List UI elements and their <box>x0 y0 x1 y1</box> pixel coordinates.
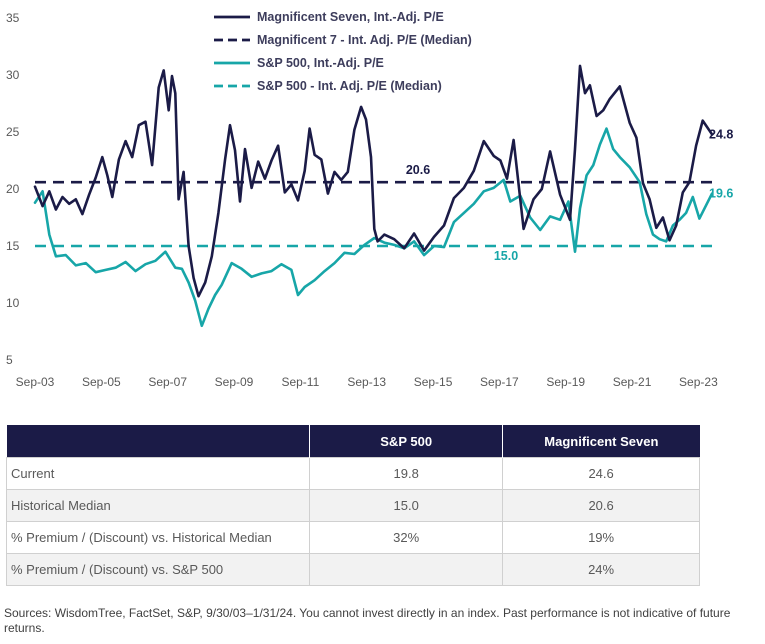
x-tick-label: Sep-07 <box>148 375 187 389</box>
x-tick-label: Sep-11 <box>281 375 319 389</box>
x-tick-label: Sep-03 <box>16 375 55 389</box>
sp500-value: 19.8 <box>309 457 504 490</box>
x-tick-label: Sep-23 <box>679 375 718 389</box>
legend-label: Magnificent 7 - Int. Adj. P/E (Median) <box>257 33 472 47</box>
legend-label: S&P 500 - Int. Adj. P/E (Median) <box>257 79 442 93</box>
table-row: % Premium / (Discount) vs. S&P 500 24% <box>5 553 700 586</box>
mag7-value: 24.6 <box>502 457 700 490</box>
table-header-mag7: Magnificent Seven <box>502 425 700 458</box>
series-lines <box>33 64 714 328</box>
median-label-sp500: 15.0 <box>494 249 518 263</box>
table-row: Current 19.8 24.6 <box>5 457 700 490</box>
row-label: % Premium / (Discount) vs. Historical Me… <box>5 521 311 554</box>
row-label: Current <box>5 457 311 490</box>
end-value-label: 19.6 <box>709 187 733 201</box>
series-line <box>33 127 714 328</box>
sp500-value: 15.0 <box>309 489 504 522</box>
median-label-mag7: 20.6 <box>406 163 430 177</box>
mag7-value: 24% <box>502 553 700 586</box>
y-tick-label: 5 <box>6 353 13 367</box>
y-tick-label: 30 <box>6 68 20 82</box>
legend-label: S&P 500, Int.-Adj. P/E <box>257 56 384 70</box>
valuation-table: S&P 500 Magnificent Seven Current 19.8 2… <box>5 425 700 586</box>
y-tick-label: 10 <box>6 296 20 310</box>
x-tick-label: Sep-19 <box>546 375 585 389</box>
x-tick-label: Sep-13 <box>347 375 386 389</box>
x-tick-label: Sep-05 <box>82 375 121 389</box>
y-tick-label: 25 <box>6 125 20 139</box>
end-value-label: 24.8 <box>709 127 733 141</box>
table-row: % Premium / (Discount) vs. Historical Me… <box>5 521 700 554</box>
table-row: Historical Median 15.0 20.6 <box>5 489 700 522</box>
x-tick-label: Sep-21 <box>613 375 652 389</box>
table-header-sp500: S&P 500 <box>309 425 503 458</box>
y-tick-label: 20 <box>6 182 20 196</box>
row-label: % Premium / (Discount) vs. S&P 500 <box>5 553 311 586</box>
y-tick-label: 15 <box>6 239 20 253</box>
mag7-value: 20.6 <box>502 489 700 522</box>
row-label: Historical Median <box>5 489 311 522</box>
y-axis-ticks: 5 10 15 20 25 30 35 <box>6 11 20 367</box>
y-tick-label: 35 <box>6 11 20 25</box>
sp500-value: 32% <box>309 521 504 554</box>
legend-label: Magnificent Seven, Int.-Adj. P/E <box>257 10 444 24</box>
series-line <box>33 64 714 298</box>
valuation-table-container: S&P 500 Magnificent Seven Current 19.8 2… <box>5 425 701 586</box>
mag7-value: 19% <box>502 521 700 554</box>
table-header-row: S&P 500 Magnificent Seven <box>6 425 700 458</box>
x-axis-ticks: Sep-03 Sep-05 Sep-07 Sep-09 Sep-11 Sep-13 Sep-… <box>16 375 718 389</box>
median-lines <box>35 180 712 248</box>
table-header-blank <box>6 425 310 458</box>
x-tick-label: Sep-17 <box>480 375 519 389</box>
sources-footnote: Sources: WisdomTree, FactSet, S&P, 9/30/… <box>4 606 731 635</box>
value-labels: 20.6 15.0 24.8 19.6 <box>406 127 734 263</box>
sp500-value <box>309 553 504 586</box>
x-tick-label: Sep-09 <box>215 375 254 389</box>
x-tick-label: Sep-15 <box>414 375 453 389</box>
legend: Magnificent Seven, Int.-Adj. P/E Magnific… <box>214 10 472 93</box>
